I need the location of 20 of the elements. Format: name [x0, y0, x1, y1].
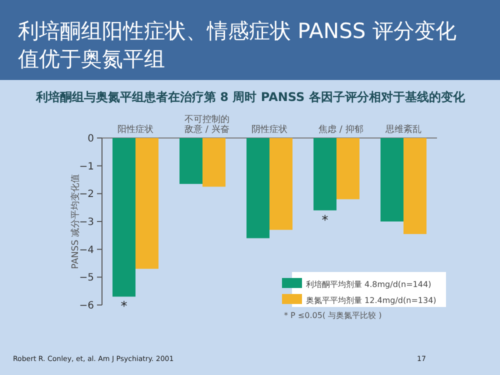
- x-tick-label: 不可控制的敌意 / 兴奋: [184, 114, 230, 135]
- x-tick-label: 思维紊乱: [384, 124, 422, 135]
- chart-title: 利培酮组阳性症状、情感症状 PANSS 评分变化值优于奥氮平组: [18, 19, 456, 71]
- y-tick-label: −5: [79, 272, 94, 284]
- y-tick-label: −4: [79, 244, 94, 256]
- annotation: *: [322, 213, 329, 228]
- legend-label: 奥氮平平均剂量 12.4mg/d(n=134): [306, 296, 436, 305]
- x-tick-label: 阳性症状: [118, 124, 154, 135]
- y-axis-title: PANSS 减分平均变化值: [70, 174, 81, 270]
- y-tick-label: −1: [79, 161, 94, 172]
- annotation: *: [120, 300, 128, 315]
- y-tick-label: −2: [79, 189, 94, 200]
- x-tick-label: 阴性症状: [252, 124, 288, 135]
- x-tick-label: 焦虑 / 抑郁: [318, 124, 364, 135]
- y-tick-label: −6: [79, 300, 94, 312]
- legend-label: 利培酮平均剂量 4.8mg/d(n=144): [306, 280, 432, 289]
- y-tick-label: 0: [88, 134, 94, 144]
- chart-subtitle: 利培酮组与奥氮平组患者在治疗第 8 周时 PANSS 各因子评分相对于基线的变化: [35, 90, 466, 104]
- text: * P ≤0.05( 与奥氮平比较 ): [284, 311, 382, 320]
- y-tick-label: −3: [79, 217, 94, 228]
